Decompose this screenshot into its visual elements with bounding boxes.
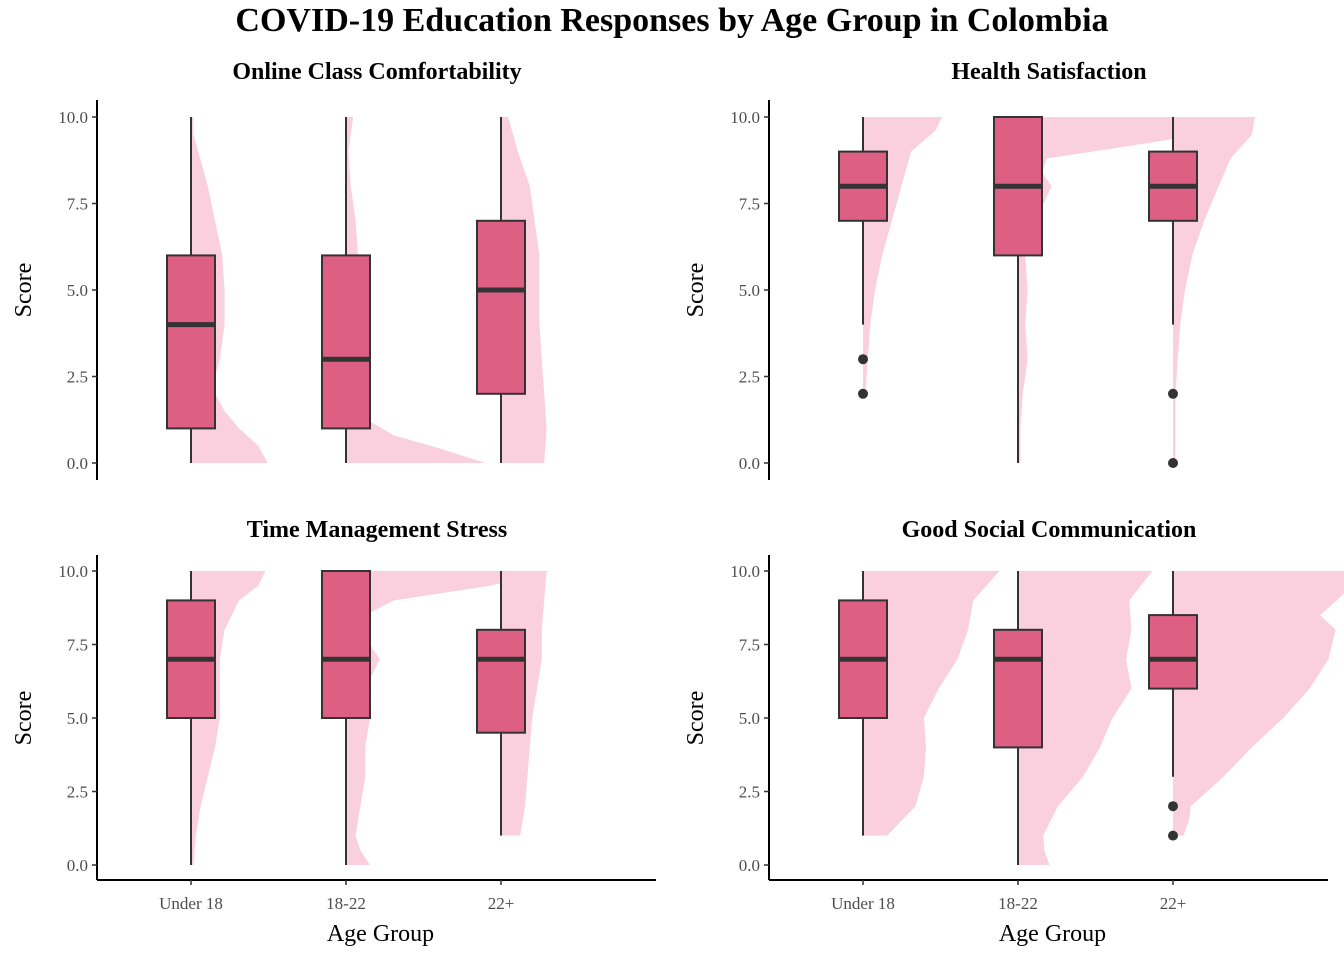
y-tick-label: 5.0 bbox=[739, 709, 760, 728]
panel-title: Health Satisfaction bbox=[951, 59, 1146, 85]
boxplot-under-18 bbox=[166, 571, 216, 865]
y-tick-label: 7.5 bbox=[67, 195, 88, 214]
box-iqr bbox=[476, 628, 526, 734]
x-tick-label: Under 18 bbox=[159, 894, 223, 913]
panel-title: Time Management Stress bbox=[247, 517, 507, 543]
x-tick-label: 18-22 bbox=[998, 894, 1038, 913]
outlier-point bbox=[1168, 388, 1178, 399]
y-tick-label: 5.0 bbox=[739, 281, 760, 300]
panel-time-management-stress: Time Management Stress 0.0 2.5 5.0 7.5 10.0 Sc… bbox=[11, 517, 656, 947]
x-tick-label: 22+ bbox=[488, 894, 515, 913]
y-tick-label: 0.0 bbox=[739, 454, 760, 473]
y-tick-label: 5.0 bbox=[67, 709, 88, 728]
y-tick-label: 2.5 bbox=[739, 783, 760, 802]
panel-health-satisfaction: Health Satisfaction 0.0 2.5 5.0 7.5 10.0 Score bbox=[683, 59, 1258, 480]
y-axis-title: Score bbox=[11, 691, 37, 746]
y-axis-title: Score bbox=[683, 263, 709, 318]
y-tick-label: 0.0 bbox=[67, 856, 88, 875]
panel-title: Good Social Communication bbox=[902, 517, 1197, 543]
x-tick-label: Under 18 bbox=[831, 894, 895, 913]
y-tick-label: 0.0 bbox=[67, 454, 88, 473]
y-tick-label: 2.5 bbox=[739, 368, 760, 387]
box-iqr bbox=[993, 628, 1043, 749]
density-22- bbox=[1173, 571, 1344, 836]
box-iqr bbox=[321, 254, 371, 430]
density-18-22 bbox=[1018, 571, 1153, 865]
boxplot-22- bbox=[476, 117, 526, 463]
y-tick-label: 2.5 bbox=[67, 368, 88, 387]
boxplot-18-22 bbox=[993, 571, 1043, 865]
outlier-point bbox=[858, 388, 868, 399]
box-iqr bbox=[321, 570, 371, 719]
outlier-point bbox=[858, 354, 868, 365]
boxplot-18-22 bbox=[993, 116, 1043, 463]
boxplot-22- bbox=[476, 571, 526, 836]
y-tick-label: 5.0 bbox=[67, 281, 88, 300]
panel-title: Online Class Comfortability bbox=[232, 59, 521, 85]
outlier-point bbox=[1168, 830, 1178, 841]
boxplot-18-22 bbox=[321, 570, 371, 865]
panel-online-class-comfortability: Online Class Comfortability 0.0 2.5 5.0 7.5 1… bbox=[11, 59, 547, 480]
y-tick-label: 0.0 bbox=[739, 856, 760, 875]
outlier-point bbox=[1168, 458, 1178, 468]
y-tick-label: 10.0 bbox=[730, 108, 760, 127]
x-tick-label: 18-22 bbox=[326, 894, 366, 913]
y-tick-label: 10.0 bbox=[730, 562, 760, 581]
y-axis-title: Score bbox=[683, 691, 709, 746]
boxplot-22- bbox=[1148, 117, 1198, 468]
outlier-point bbox=[1168, 801, 1178, 812]
boxplot-under-18 bbox=[838, 571, 888, 836]
boxplot-18-22 bbox=[321, 117, 371, 463]
y-tick-label: 2.5 bbox=[67, 783, 88, 802]
y-tick-label: 10.0 bbox=[58, 562, 88, 581]
boxplot-under-18 bbox=[166, 117, 216, 463]
x-tick-label: 22+ bbox=[1160, 894, 1187, 913]
y-tick-label: 7.5 bbox=[67, 636, 88, 655]
box-iqr bbox=[166, 254, 216, 430]
panel-good-social-communication: Good Social Communication 0.0 2.5 5.0 7.5 10.… bbox=[683, 517, 1344, 947]
x-axis-title: Age Group bbox=[327, 921, 434, 947]
x-axis-title: Age Group bbox=[999, 921, 1106, 947]
boxplot-under-18 bbox=[838, 117, 888, 399]
box-iqr bbox=[476, 219, 526, 395]
y-tick-label: 7.5 bbox=[739, 636, 760, 655]
y-axis-title: Score bbox=[11, 263, 37, 318]
density-under-18 bbox=[863, 571, 1000, 836]
y-tick-label: 10.0 bbox=[58, 108, 88, 127]
boxplot-22- bbox=[1148, 571, 1198, 841]
y-tick-label: 7.5 bbox=[739, 195, 760, 214]
chart-main-title: COVID-19 Education Responses by Age Grou… bbox=[235, 2, 1109, 39]
box-iqr bbox=[1148, 614, 1198, 690]
